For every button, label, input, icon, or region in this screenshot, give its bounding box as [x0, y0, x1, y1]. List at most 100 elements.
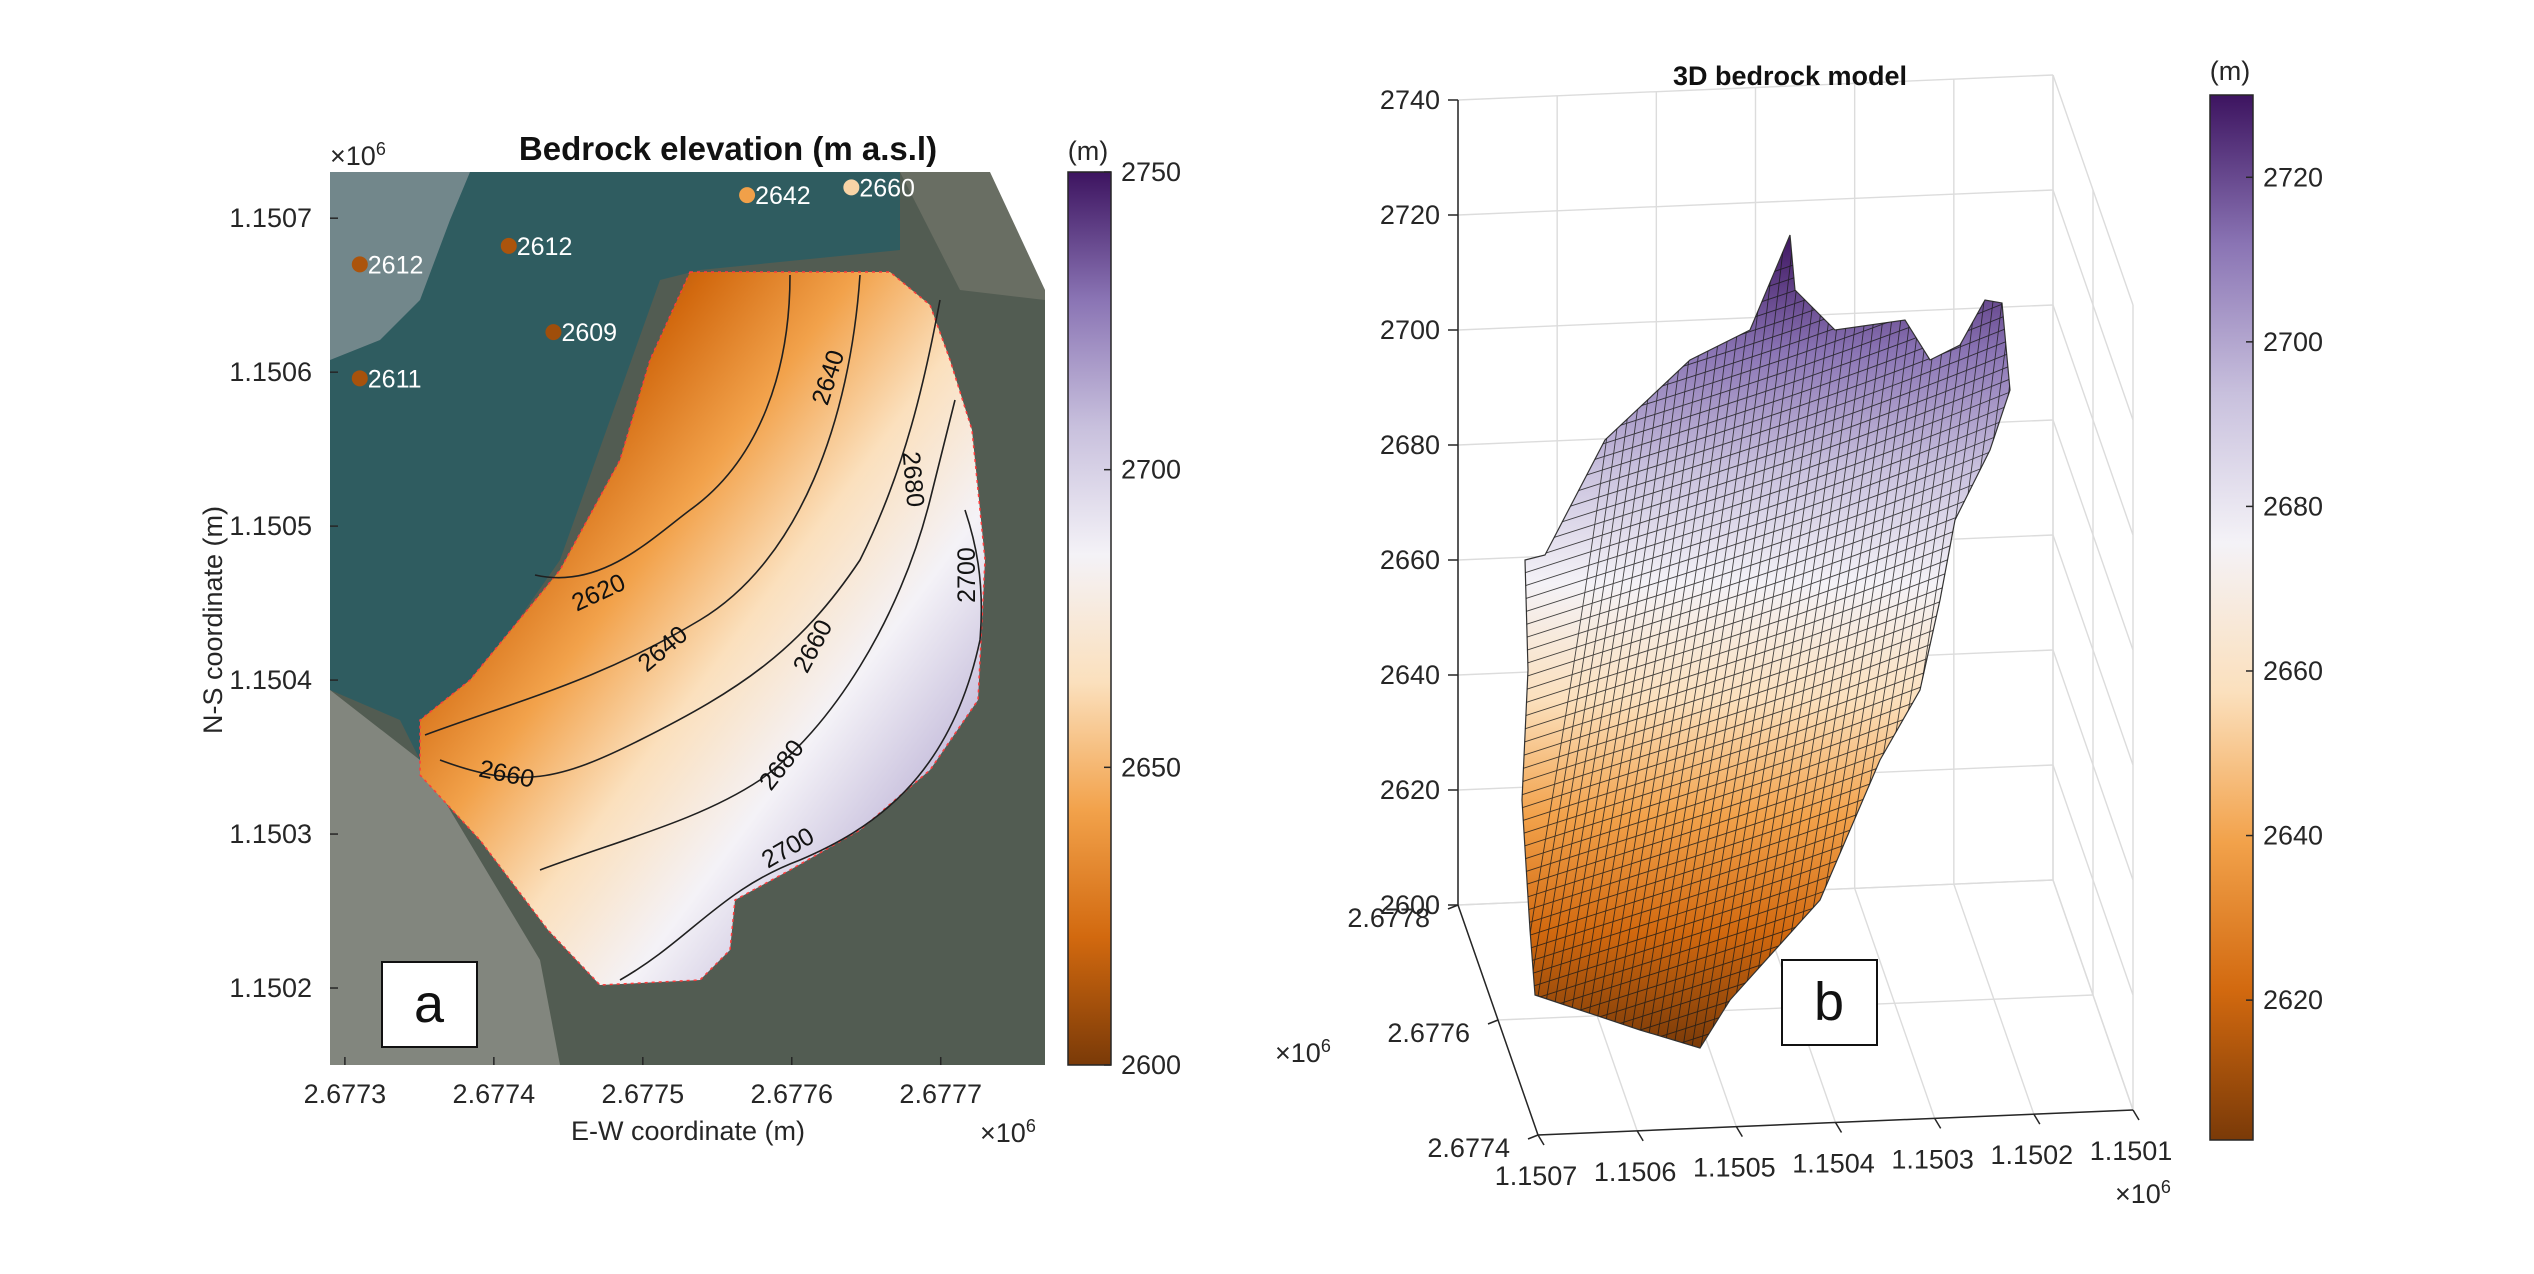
wireframe-row — [1522, 478, 2010, 660]
colorbar-b-tick-label: 2660 — [2263, 656, 2323, 686]
y-axis-label-a: N-S coordinate (m) — [198, 506, 228, 734]
colorbar-b-tick-label: 2680 — [2263, 491, 2323, 521]
wireframe-col — [1653, 249, 1775, 1048]
wireframe-row — [1522, 504, 2010, 686]
y-tick-label-a: 1.1505 — [229, 511, 312, 541]
wireframe-col — [1698, 249, 1820, 1048]
axes-b-ticks: 1.1507 1.1506 1.1505 1.1504 1.1503 1.1502 1.15… — [1347, 85, 2172, 1191]
wall-gridline — [1457, 189, 2054, 216]
wall-gridline — [1457, 74, 2054, 101]
wireframe-row — [1522, 426, 2010, 608]
x-tick-label-b: 1.1503 — [1891, 1144, 1974, 1174]
x-tick-label-a: 2.6776 — [750, 1079, 833, 1109]
wireframe-col — [1662, 249, 1784, 1048]
wireframe-col — [1617, 249, 1739, 1048]
wireframe-col — [1734, 249, 1856, 1048]
wireframe-row — [1522, 361, 2010, 543]
wireframe-col — [1599, 249, 1721, 1048]
sample-point-marker — [545, 324, 562, 341]
x-tick-mark-b — [1537, 1134, 1545, 1146]
wireframe-col — [1635, 249, 1757, 1048]
contour-2640 — [424, 274, 861, 736]
wireframe-col — [1626, 249, 1748, 1048]
y-tick-label-a: 1.1503 — [229, 819, 312, 849]
x-tick-label-b: 1.1507 — [1495, 1161, 1578, 1191]
sample-point-label: 2642 — [755, 182, 811, 210]
colorbar-a-ticks: 2600 2650 2700 2750 — [1104, 157, 1181, 1080]
contour-label: 2700 — [953, 547, 981, 603]
contour-2620 — [534, 274, 791, 579]
colorbar-b-tick-label: 2620 — [2263, 985, 2323, 1015]
wireframe-col — [1671, 249, 1793, 1048]
wireframe-row — [1522, 595, 2010, 777]
contour-label: 2680 — [897, 450, 930, 508]
panel-a-title: Bedrock elevation (m a.s.l) — [519, 130, 937, 167]
panel-b-title: 3D bedrock model — [1673, 61, 1907, 91]
colorbar-b-unit: (m) — [2210, 56, 2250, 86]
colorbar-b — [2209, 94, 2254, 1141]
wireframe-row — [1522, 491, 2010, 673]
wireframe-row — [1522, 439, 2010, 621]
z-tick-label-b: 2620 — [1380, 775, 1440, 805]
wireframe-row — [1522, 387, 2010, 569]
panel-b-label-box — [1781, 959, 1878, 1046]
colorbar-a-tick-label: 2600 — [1121, 1050, 1181, 1080]
z-tick-label-b: 2660 — [1380, 545, 1440, 575]
axes-a-ticks: 2.6773 2.6774 2.6775 2.6776 2.6777 1.1507 1.15… — [229, 203, 982, 1109]
z-tick-label-b: 2740 — [1380, 85, 1440, 115]
panel-a-label: a — [414, 974, 445, 1034]
x-tick-label-a: 2.6775 — [602, 1079, 685, 1109]
contour-2660 — [439, 299, 941, 779]
wireframe-col — [1563, 249, 1685, 1048]
wireframe-col — [1743, 249, 1865, 1048]
y-tick-mark-b — [1527, 1134, 1539, 1140]
y-tick-label-b: 2.6774 — [1427, 1133, 1510, 1163]
wireframe-row — [1522, 374, 2010, 556]
wireframe-row — [1522, 400, 2010, 582]
z-tick-label-b: 2600 — [1380, 890, 1440, 920]
colorbar-b-ticks: 2620 2640 2660 2680 2700 2720 — [2246, 162, 2323, 1015]
x-tick-label-a: 2.6773 — [304, 1079, 387, 1109]
colorbar-a-tick-label: 2700 — [1121, 455, 1181, 485]
sample-point-label: 2612 — [368, 251, 424, 279]
colorbar-a-tick-label: 2750 — [1121, 157, 1181, 187]
x-tick-label-a: 2.6774 — [453, 1079, 536, 1109]
wireframe-row — [1522, 413, 2010, 595]
x-tick-mark-b — [1636, 1130, 1644, 1142]
sample-point-label: 2660 — [859, 174, 915, 202]
sample-point-marker — [739, 187, 756, 204]
x-exponent-b: ×106 — [2115, 1177, 2171, 1209]
contour-2680 — [539, 399, 956, 871]
wireframe-col — [1716, 249, 1838, 1048]
x-tick-label-a: 2.6777 — [899, 1079, 982, 1109]
wireframe-col — [1752, 249, 1874, 1048]
wireframe-col — [1554, 249, 1676, 1048]
wireframe-row — [1522, 517, 2010, 699]
sample-point-marker — [500, 237, 517, 254]
y-tick-label-a: 1.1507 — [229, 203, 312, 233]
wireframe-col — [1581, 249, 1703, 1048]
ice-floes — [330, 172, 470, 360]
x-axis-label-a: E-W coordinate (m) — [571, 1116, 805, 1146]
x-tick-label-b: 1.1501 — [2090, 1136, 2173, 1166]
sample-point-label: 2609 — [561, 319, 617, 347]
sample-point-marker — [351, 370, 368, 387]
lake-water — [330, 172, 900, 760]
y-tick-label-a: 1.1504 — [229, 665, 312, 695]
colorbar-b-tick-label: 2720 — [2263, 162, 2323, 192]
wireframe-col — [1725, 249, 1847, 1048]
z-tick-label-b: 2640 — [1380, 660, 1440, 690]
colorbar-a — [1067, 171, 1112, 1066]
image-corner — [990, 172, 1045, 290]
x-tick-mark-b — [1735, 1126, 1743, 1138]
panel-b-label: b — [1814, 972, 1844, 1032]
wireframe-col — [1590, 249, 1712, 1048]
colorbar-a-tick-label: 2650 — [1121, 752, 1181, 782]
sample-point-marker — [843, 179, 860, 196]
wireframe-row — [1522, 465, 2010, 647]
colorbar-a-unit: (m) — [1068, 136, 1108, 166]
sample-point-label: 2612 — [517, 233, 573, 261]
wireframe-col — [1680, 249, 1802, 1048]
